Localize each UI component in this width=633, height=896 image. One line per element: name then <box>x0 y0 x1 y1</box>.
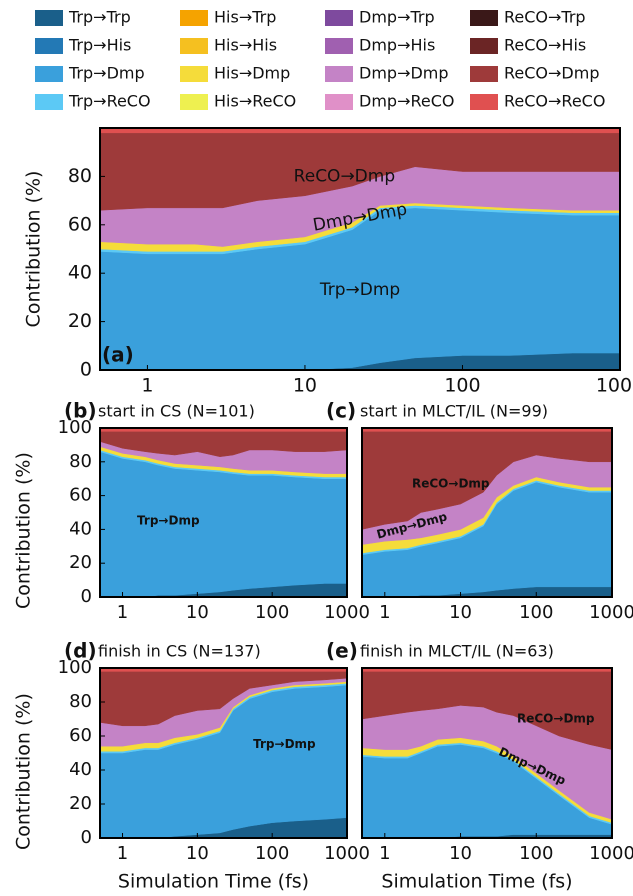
legend-swatch <box>35 10 63 26</box>
legend-label: Dmp→ReCO <box>359 92 454 111</box>
annotation: Trp→Dmp <box>319 280 400 300</box>
plot-frame <box>361 667 613 839</box>
legend-swatch <box>35 66 63 82</box>
x-tick-label: 100 <box>255 602 289 623</box>
annotation: ReCO→Dmp <box>412 476 490 490</box>
y-tick-label: 80 <box>69 691 92 712</box>
y-tick-label: 20 <box>69 552 92 573</box>
legend-swatch <box>470 66 498 82</box>
legend-label: Dmp→Dmp <box>359 64 449 83</box>
x-axis-label: Simulation Time (fs) <box>381 871 572 893</box>
plot-frame <box>99 427 348 598</box>
panel-label: (d) <box>64 639 97 663</box>
y-tick-label: 20 <box>69 793 92 814</box>
y-tick-label: 80 <box>69 451 92 472</box>
x-tick-label: 10 <box>449 602 472 623</box>
x-tick-label: 1 <box>141 375 153 397</box>
panel-label: (b) <box>64 399 97 423</box>
plot-frame <box>361 427 613 598</box>
legend-swatch <box>325 94 353 110</box>
y-tick-label: 40 <box>69 759 92 780</box>
legend-swatch <box>180 66 208 82</box>
legend-swatch <box>180 10 208 26</box>
annotation: ReCO→Dmp <box>294 166 395 186</box>
y-tick-label: 100 <box>58 657 92 678</box>
y-axis-label: Contribution (%) <box>23 171 45 328</box>
chart-title: start in CS (N=101) <box>98 402 255 421</box>
x-axis-label: Simulation Time (fs) <box>118 871 309 893</box>
panel-label: (e) <box>326 639 358 663</box>
legend-label: Dmp→Trp <box>359 8 435 27</box>
x-tick-label: 1 <box>379 843 390 864</box>
x-tick-label: 100 <box>519 602 553 623</box>
legend-swatch <box>470 38 498 54</box>
legend-label: ReCO→ReCO <box>504 92 605 111</box>
panel-label: (a) <box>102 343 134 367</box>
x-tick-label: 1 <box>117 843 128 864</box>
legend-swatch <box>470 10 498 26</box>
y-tick-label: 60 <box>69 725 92 746</box>
x-tick-label: 100 <box>255 843 289 864</box>
legend-label: ReCO→Dmp <box>504 64 599 83</box>
y-tick-label: 40 <box>69 518 92 539</box>
legend-swatch <box>470 94 498 110</box>
legend-label: His→His <box>214 36 277 55</box>
y-tick-label: 40 <box>68 262 92 284</box>
y-tick-label: 60 <box>69 485 92 506</box>
legend-swatch <box>325 10 353 26</box>
legend-swatch <box>180 38 208 54</box>
legend-swatch <box>325 66 353 82</box>
legend-label: Trp→His <box>68 36 131 55</box>
x-tick-label: 100 <box>444 375 480 397</box>
y-tick-label: 80 <box>68 165 92 187</box>
y-tick-label: 60 <box>68 213 92 235</box>
y-tick-label: 0 <box>80 359 92 381</box>
plot-frame <box>99 127 621 371</box>
legend-label: ReCO→Trp <box>504 8 586 27</box>
annotation: Trp→Dmp <box>253 737 316 751</box>
y-tick-label: 0 <box>81 827 92 848</box>
chart-title: start in MLCT/IL (N=99) <box>360 402 548 421</box>
plot-frame <box>99 667 348 839</box>
x-tick-label: 10 <box>186 602 209 623</box>
x-tick-label: 1000 <box>324 602 370 623</box>
legend-label: Trp→Trp <box>68 8 131 27</box>
chart-title: finish in MLCT/IL (N=63) <box>360 642 554 661</box>
chart-title: finish in CS (N=137) <box>98 642 261 661</box>
panel-label: (c) <box>326 399 356 423</box>
x-tick-label: 100 <box>519 843 553 864</box>
x-tick-label: 1000 <box>596 375 633 397</box>
legend-label: His→Dmp <box>214 64 290 83</box>
x-tick-label: 1 <box>117 602 128 623</box>
legend-swatch <box>325 38 353 54</box>
y-tick-label: 100 <box>58 417 92 438</box>
legend-swatch <box>35 38 63 54</box>
x-tick-label: 10 <box>293 375 317 397</box>
legend-label: Trp→ReCO <box>68 92 151 111</box>
legend-label: His→ReCO <box>214 92 296 111</box>
annotation: Trp→Dmp <box>137 513 200 527</box>
legend-label: His→Trp <box>214 8 276 27</box>
legend-label: Trp→Dmp <box>68 64 145 83</box>
y-tick-label: 20 <box>68 310 92 332</box>
x-tick-label: 10 <box>186 843 209 864</box>
y-axis-label: Contribution (%) <box>13 693 35 850</box>
legend-label: ReCO→His <box>504 36 586 55</box>
legend-label: Dmp→His <box>359 36 435 55</box>
y-axis-label: Contribution (%) <box>13 452 35 609</box>
y-tick-label: 0 <box>81 586 92 607</box>
x-tick-label: 1000 <box>589 843 633 864</box>
legend-swatch <box>180 94 208 110</box>
x-tick-label: 1000 <box>589 602 633 623</box>
x-tick-label: 1 <box>379 602 390 623</box>
annotation: ReCO→Dmp <box>517 712 595 726</box>
x-tick-label: 1000 <box>324 843 370 864</box>
legend-swatch <box>35 94 63 110</box>
x-tick-label: 10 <box>449 843 472 864</box>
